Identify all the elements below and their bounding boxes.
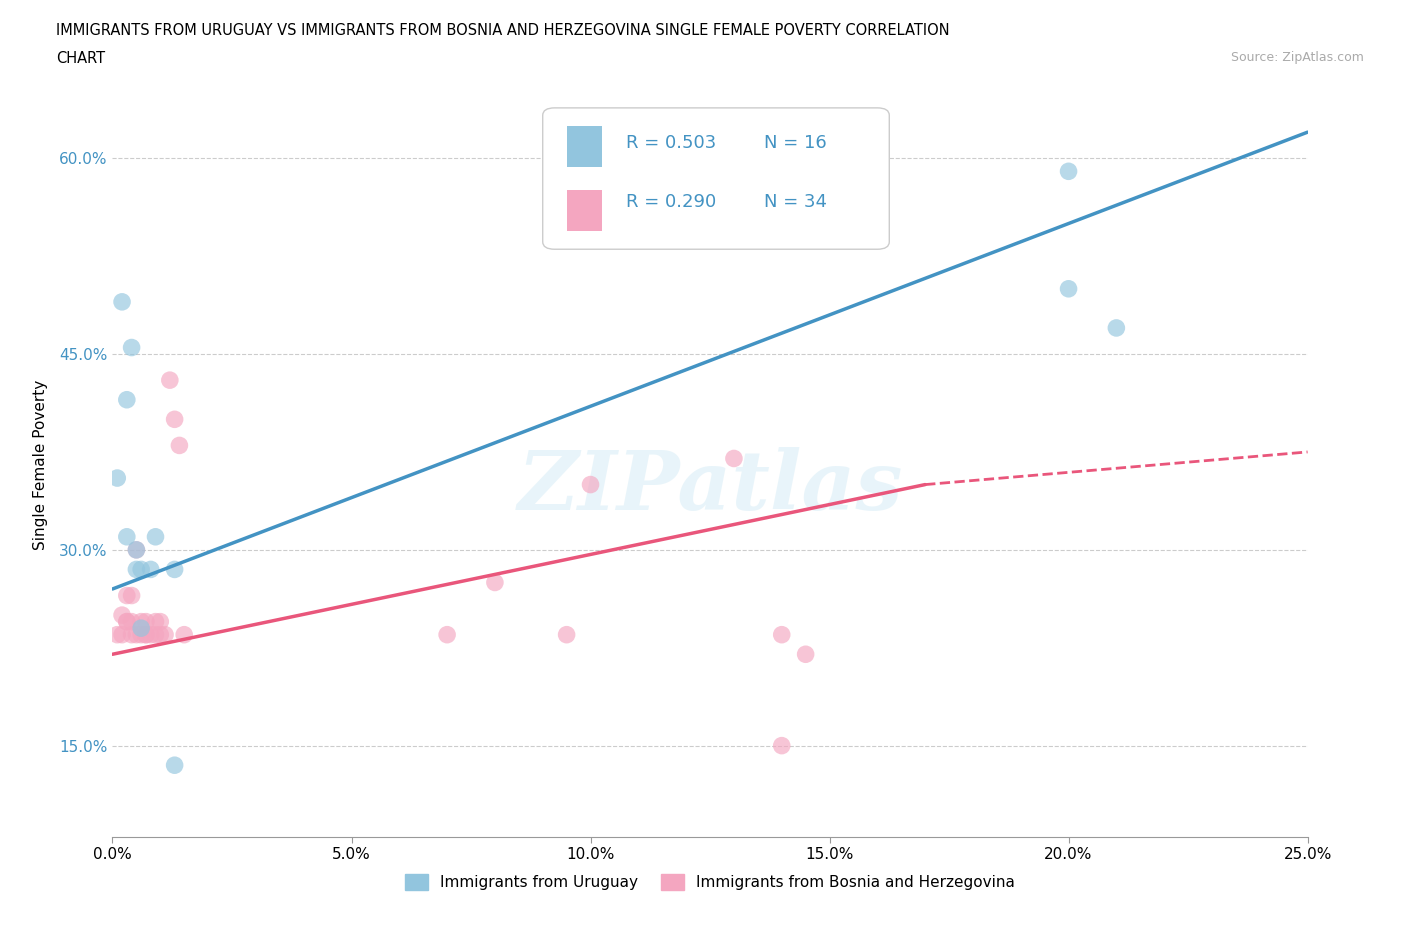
Point: [115, 392, 138, 407]
Point: [145, 529, 167, 544]
Point: [115, 529, 138, 544]
Point: [1057, 164, 1080, 179]
Point: [135, 627, 157, 642]
Point: [125, 627, 148, 642]
Text: R = 0.503: R = 0.503: [627, 134, 717, 152]
Text: N = 16: N = 16: [763, 134, 827, 152]
Point: [1057, 282, 1080, 297]
Text: N = 34: N = 34: [763, 193, 827, 211]
Point: [163, 758, 186, 773]
Point: [121, 340, 143, 355]
Point: [436, 627, 458, 642]
Point: [1105, 321, 1128, 336]
Text: ZIPatlas: ZIPatlas: [517, 447, 903, 527]
Point: [173, 627, 195, 642]
Point: [139, 562, 162, 577]
Point: [139, 627, 162, 642]
Point: [115, 588, 138, 603]
Y-axis label: Single Female Poverty: Single Female Poverty: [32, 379, 48, 551]
Point: [484, 575, 506, 590]
Text: R = 0.290: R = 0.290: [627, 193, 717, 211]
Point: [125, 562, 148, 577]
Point: [105, 471, 128, 485]
Text: CHART: CHART: [56, 51, 105, 66]
Point: [105, 627, 128, 642]
Point: [770, 627, 793, 642]
FancyBboxPatch shape: [543, 108, 890, 249]
Point: [129, 562, 152, 577]
Point: [111, 295, 134, 310]
Point: [135, 627, 157, 642]
Point: [115, 614, 138, 629]
Point: [129, 614, 152, 629]
Point: [149, 614, 172, 629]
Point: [163, 562, 186, 577]
Point: [770, 738, 793, 753]
Point: [149, 627, 172, 642]
Point: [121, 627, 143, 642]
Point: [125, 542, 148, 557]
Text: Source: ZipAtlas.com: Source: ZipAtlas.com: [1230, 51, 1364, 64]
Point: [145, 614, 167, 629]
Point: [555, 627, 578, 642]
Point: [129, 627, 152, 642]
Point: [153, 627, 176, 642]
FancyBboxPatch shape: [567, 190, 603, 231]
Point: [121, 588, 143, 603]
Point: [111, 607, 134, 622]
Point: [579, 477, 602, 492]
Point: [723, 451, 745, 466]
Point: [159, 373, 181, 388]
Point: [121, 614, 143, 629]
Point: [794, 647, 817, 662]
Point: [129, 620, 152, 635]
Text: IMMIGRANTS FROM URUGUAY VS IMMIGRANTS FROM BOSNIA AND HERZEGOVINA SINGLE FEMALE : IMMIGRANTS FROM URUGUAY VS IMMIGRANTS FR…: [56, 23, 950, 38]
Point: [163, 412, 186, 427]
FancyBboxPatch shape: [567, 126, 603, 167]
Point: [115, 614, 138, 629]
Point: [135, 614, 157, 629]
Point: [145, 627, 167, 642]
Point: [111, 627, 134, 642]
Point: [169, 438, 191, 453]
Legend: Immigrants from Uruguay, Immigrants from Bosnia and Herzegovina: Immigrants from Uruguay, Immigrants from…: [399, 868, 1021, 897]
Point: [125, 542, 148, 557]
